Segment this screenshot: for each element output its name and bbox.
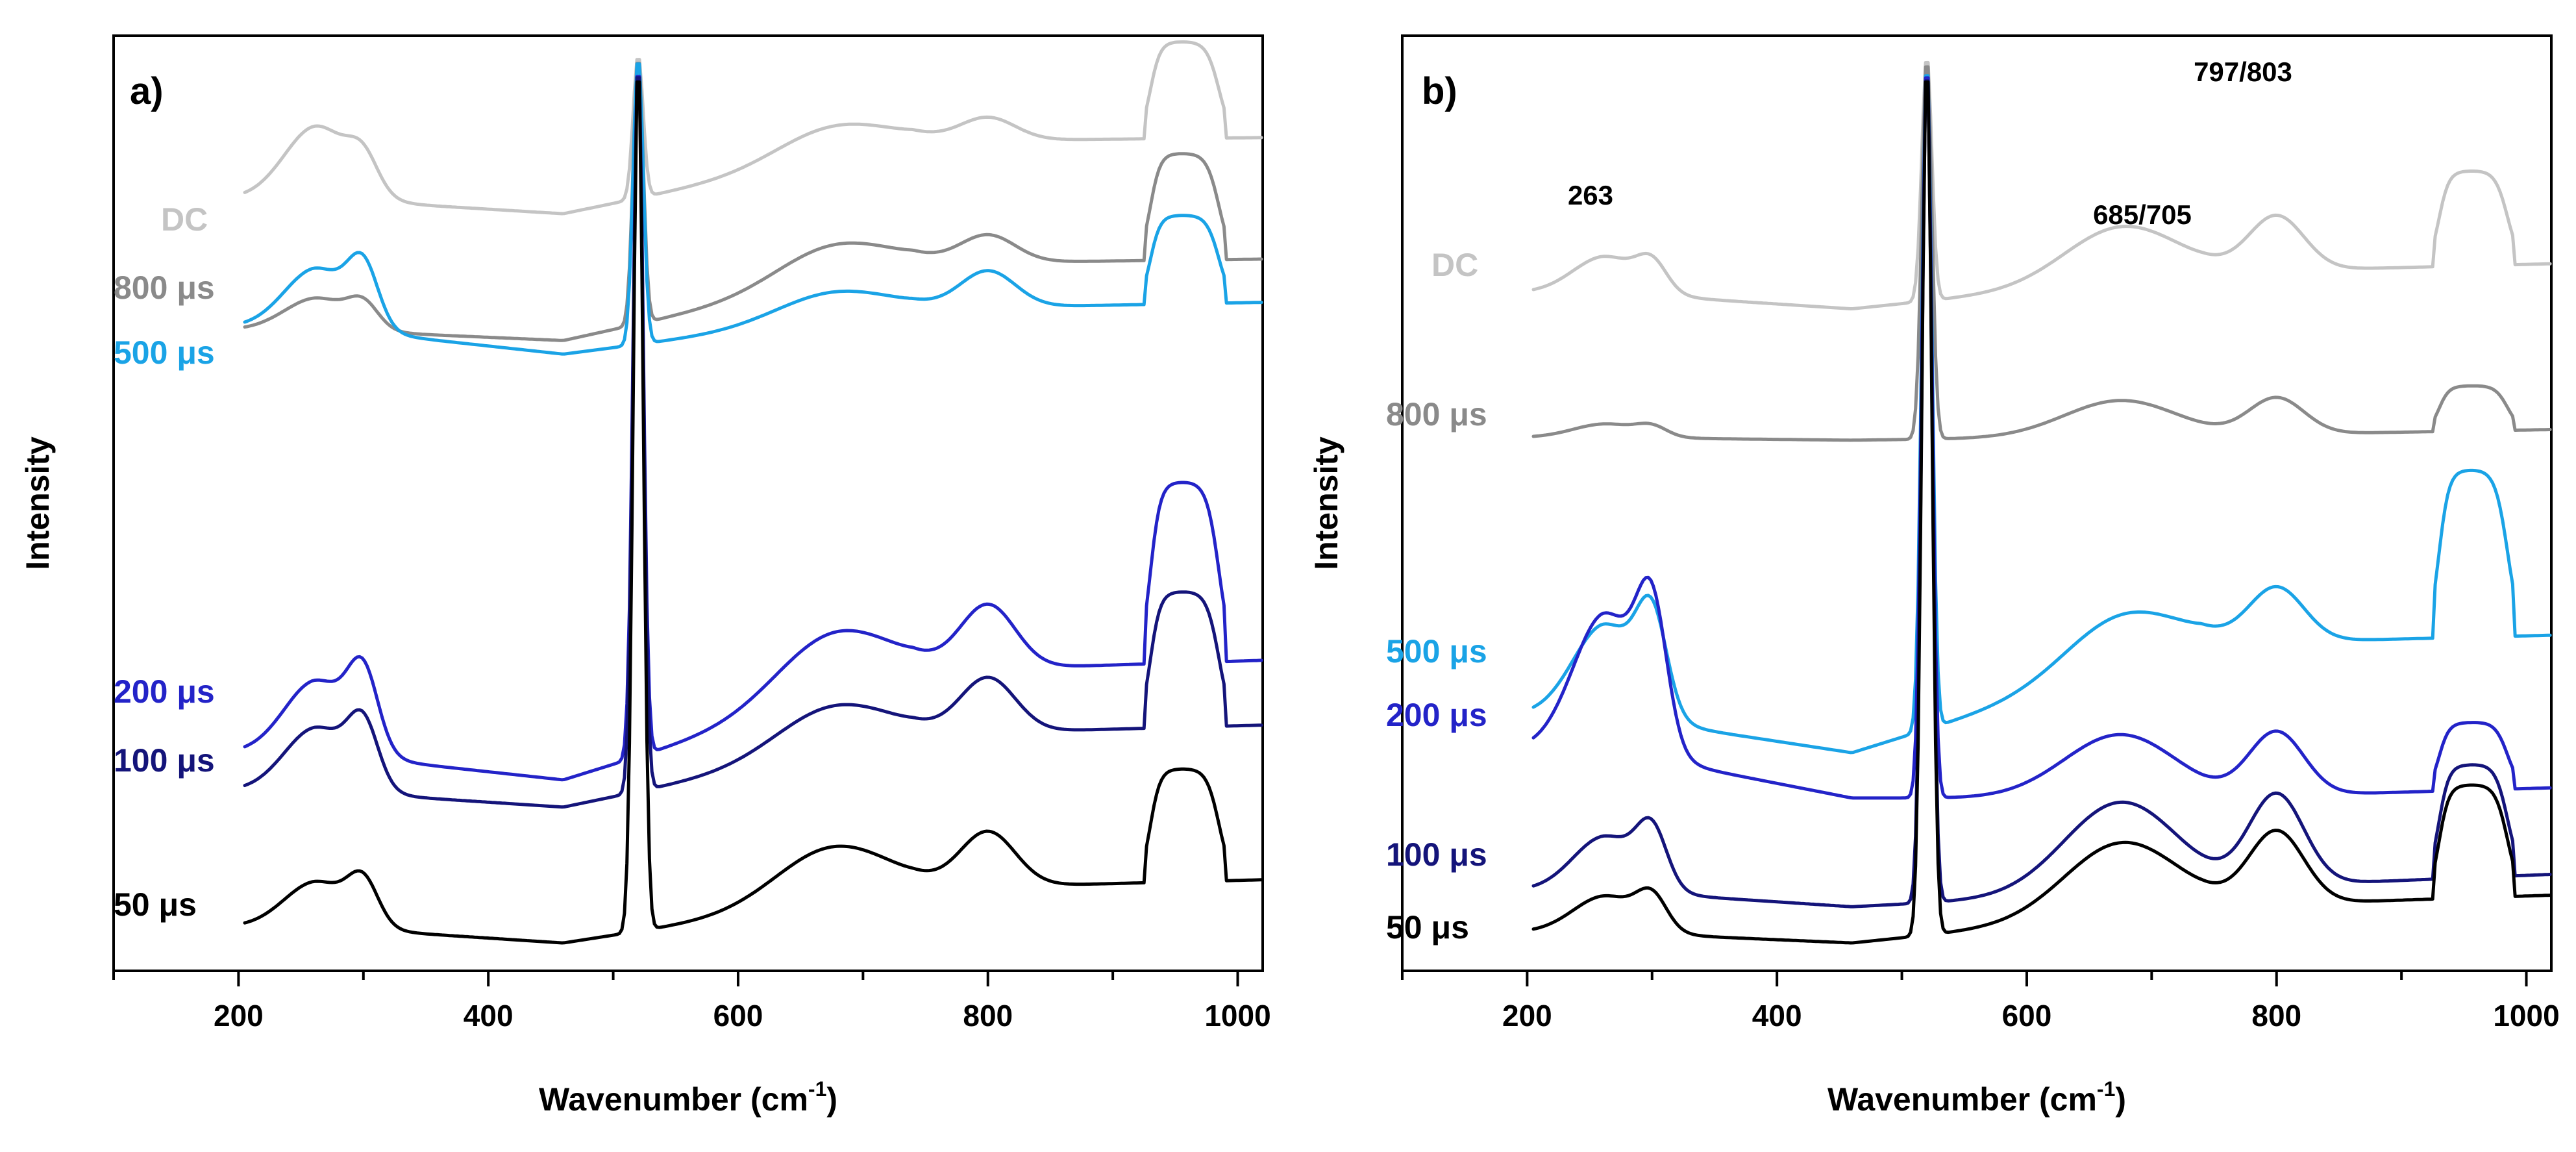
- series-label-b-500us: 500 μs: [1386, 633, 1487, 670]
- x-axis-title-sup-b: -1: [2097, 1077, 2115, 1101]
- panel-a: 200 400 600 800 1000 a) Intensity Wavenumber…: [19, 34, 1271, 1118]
- plot-frame-a: [112, 34, 1264, 972]
- series-label-b-100us: 100 μs: [1386, 836, 1487, 873]
- spectrum-b-500us: [1531, 74, 2552, 755]
- x-tick-label-b-1000: 1000: [2493, 999, 2559, 1033]
- series-label-a-800us: 800 μs: [114, 269, 215, 306]
- series-label-a-dc: DC: [161, 201, 208, 238]
- x-tick-label-a-1000: 1000: [1204, 999, 1270, 1033]
- series-label-b-800us: 800 μs: [1386, 396, 1487, 432]
- panel-b: 200 400 600 800 1000 b) Intensity Wavenumber…: [1308, 34, 2560, 1118]
- x-axis-title-text-a: Wavenumber (cm: [539, 1081, 808, 1118]
- spectrum-b-200us: [1531, 76, 2552, 800]
- x-axis-title-text-b: Wavenumber (cm: [1827, 1081, 2097, 1118]
- x-axis-title-close-a: ): [826, 1081, 837, 1118]
- spectrum-b-100us: [1531, 79, 2552, 908]
- x-tick-label-a-200: 200: [214, 999, 264, 1033]
- x-axis-ticks-a: 200 400 600 800 1000: [112, 971, 1271, 1033]
- y-axis-title-b: Intensity: [1308, 436, 1344, 570]
- spectrum-b-800us: [1531, 65, 2552, 442]
- x-tick-label-b-400: 400: [1752, 999, 1802, 1033]
- x-tick-label-b-800: 800: [2251, 999, 2301, 1033]
- panel-label-a: a): [130, 70, 164, 112]
- peak-label-685-705: 685/705: [2093, 199, 2192, 230]
- spectrum-a-DC: [243, 40, 1263, 216]
- x-axis-ticks-b: 200 400 600 800 1000: [1401, 971, 2560, 1033]
- x-tick-label-a-400: 400: [464, 999, 514, 1033]
- spectra-a: [243, 40, 1263, 945]
- series-label-b-dc: DC: [1431, 247, 1478, 283]
- x-tick-label-a-600: 600: [713, 999, 763, 1033]
- spectrum-a-500us: [243, 62, 1263, 356]
- plot-frame-b: [1401, 34, 2553, 972]
- x-axis-title-a: Wavenumber (cm-1): [539, 1077, 837, 1118]
- peak-label-263: 263: [1568, 180, 1613, 210]
- series-label-a-100us: 100 μs: [114, 742, 215, 779]
- x-tick-label-a-800: 800: [963, 999, 1013, 1033]
- spectrum-b-DC: [1531, 60, 2552, 310]
- series-label-b-50us: 50 μs: [1386, 909, 1469, 945]
- series-label-b-200us: 200 μs: [1386, 697, 1487, 733]
- peak-label-797-803: 797/803: [2194, 56, 2292, 87]
- x-axis-title-sup-a: -1: [808, 1077, 826, 1101]
- spectrum-a-800us: [243, 62, 1263, 342]
- spectra-b: [1531, 60, 2552, 945]
- series-label-a-50us: 50 μs: [114, 886, 197, 923]
- x-axis-title-b: Wavenumber (cm-1): [1827, 1077, 2126, 1118]
- spectrum-a-200us: [243, 75, 1263, 782]
- series-label-a-200us: 200 μs: [114, 673, 215, 710]
- spectrum-a-50us: [243, 80, 1263, 945]
- panel-label-b: b): [1422, 70, 1457, 112]
- spectrum-a-100us: [243, 76, 1263, 809]
- y-axis-title-a: Intensity: [19, 436, 56, 570]
- x-axis-title-close-b: ): [2115, 1081, 2126, 1118]
- spectrum-b-50us: [1531, 80, 2552, 945]
- x-tick-label-b-600: 600: [2002, 999, 2052, 1033]
- series-label-a-500us: 500 μs: [114, 334, 215, 371]
- x-tick-label-b-200: 200: [1502, 999, 1552, 1033]
